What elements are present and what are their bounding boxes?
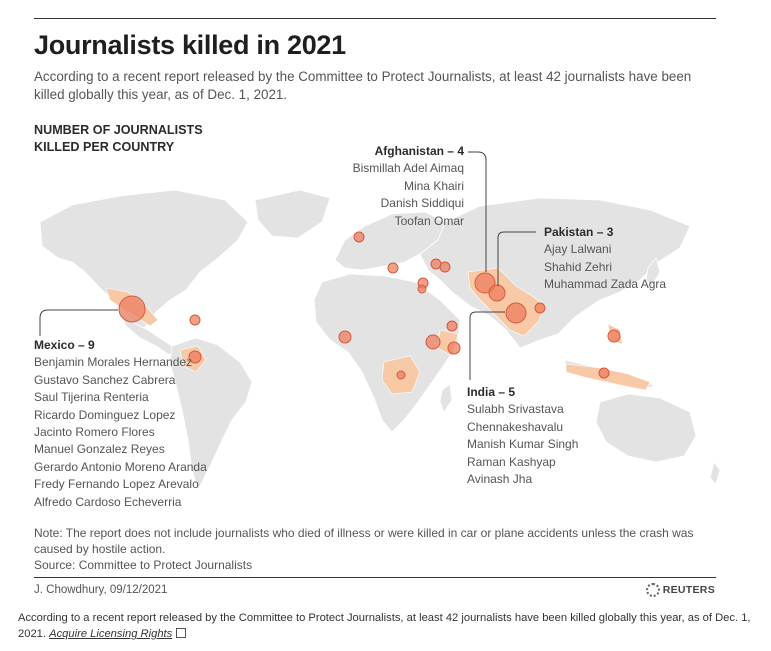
leader-lines [39,151,536,380]
asia-shape [419,197,691,349]
india-name: Chennakeshavalu [467,419,564,434]
section-label-line2: KILLED PER COUNTRY [34,140,175,154]
mexico-name: Alfredo Cardoso Echeverria [34,494,182,509]
page-subtitle: According to a recent report released by… [34,69,692,102]
mexico-heading: Mexico – 9 [34,338,95,352]
reuters-dots-icon [645,583,660,597]
mexico-name: Ricardo Dominguez Lopez [34,407,176,422]
south-america-shape [169,337,253,492]
bubble-somalia [447,341,461,355]
india-heading: India – 5 [467,385,516,399]
bubble-indonesia [598,367,610,379]
page-title: Journalists killed in 2021 [34,30,346,60]
mexico-name: Manuel Gonzalez Reyes [34,442,165,457]
caption-text: According to a recent report released by… [18,612,751,640]
land-masses [39,189,721,492]
source-line: Source: Committee to Protect Journalists [34,558,253,572]
india-leader [469,311,505,380]
bubble-pakistan [488,284,506,302]
mexico-name: Jacinto Romero Flores [34,425,155,440]
section-label-line1: NUMBER OF JOURNALISTS [34,123,203,137]
mexico-name: Gerardo Antonio Moreno Aranda [34,459,207,474]
bubble-ireland [353,231,365,243]
bubble-colombia [188,350,202,364]
india-name: Manish Kumar Singh [467,437,579,452]
afghanistan-name: Mina Khairi [403,178,464,193]
india-name: Raman Kashyap [467,454,556,469]
japan-shape [645,257,661,287]
india-name: Sulabh Srivastava [467,402,564,417]
bubble-mali [338,330,352,344]
afghanistan-callout: Afghanistan – 4 Bismillah Adel Aimaq Min… [300,143,464,230]
image-caption: According to a recent report released by… [18,610,758,642]
bubble-syria [417,284,427,294]
mexico-leader [39,309,118,336]
mexico-name: Gustavo Sanchez Cabrera [34,372,176,387]
mexico-callout: Mexico – 9 Benjamin Morales Hernandez Gu… [34,337,224,511]
bubble-philippines [607,329,621,343]
afghanistan-leader [468,151,487,272]
new-zealand-shape [709,461,721,485]
pakistan-name: Muhammad Zada Agra [544,277,667,292]
mexico-name: Fredy Fernando Lopez Arevalo [34,477,199,492]
bubble-india [505,302,527,324]
afghanistan-heading: Afghanistan – 4 [374,144,464,158]
top-rule [34,18,716,19]
mexico-name: Saul Tijerina Renteria [34,390,149,405]
licensing-link[interactable]: Acquire Licensing Rights [49,628,173,640]
greenland-shape [254,189,331,239]
africa-shape [313,273,461,433]
footnote: Note: The report does not include journa… [34,526,694,556]
bubble-turkey [430,258,442,270]
bubble-turkey-2 [439,261,451,273]
reuters-logo: REUTERS [645,583,715,597]
pakistan-leader [497,231,536,286]
bubble-yemen [446,320,458,332]
mexico-name: Benjamin Morales Hernandez [34,355,193,370]
pakistan-heading: Pakistan – 3 [544,225,614,239]
indonesia-highlight [565,363,651,391]
madagascar-shape [439,383,453,413]
bottom-rule [34,577,716,578]
india-callout: India – 5 Sulabh Srivastava Chennakeshav… [467,384,627,488]
bubble-drc [396,370,406,380]
bubble-haiti [189,314,201,326]
bubble-greece [387,262,399,274]
australia-shape [595,393,697,463]
pakistan-name: Ajay Lalwani [544,242,612,257]
india-name: Avinash Jha [467,472,533,487]
bubble-afghanistan [474,272,496,294]
afghanistan-name: Bismillah Adel Aimaq [352,161,464,176]
bubble-ethiopia [425,334,441,350]
north-america-shape [39,189,249,329]
author-credit: J. Chowdhury, 09/12/2021 [34,584,168,596]
afghanistan-name: Danish Siddiqui [380,196,464,211]
section-label: NUMBER OF JOURNALISTS KILLED PER COUNTRY [34,122,254,156]
afghanistan-name: Toofan Omar [394,213,464,228]
external-link-icon[interactable] [176,628,187,638]
pakistan-name: Shahid Zehri [544,259,613,274]
bubble-mexico [118,295,146,323]
pakistan-callout: Pakistan – 3 Ajay Lalwani Shahid Zehri M… [544,224,714,294]
reuters-wordmark: REUTERS [662,584,715,596]
bubbles [118,231,621,380]
bubble-bangladesh [534,302,546,314]
